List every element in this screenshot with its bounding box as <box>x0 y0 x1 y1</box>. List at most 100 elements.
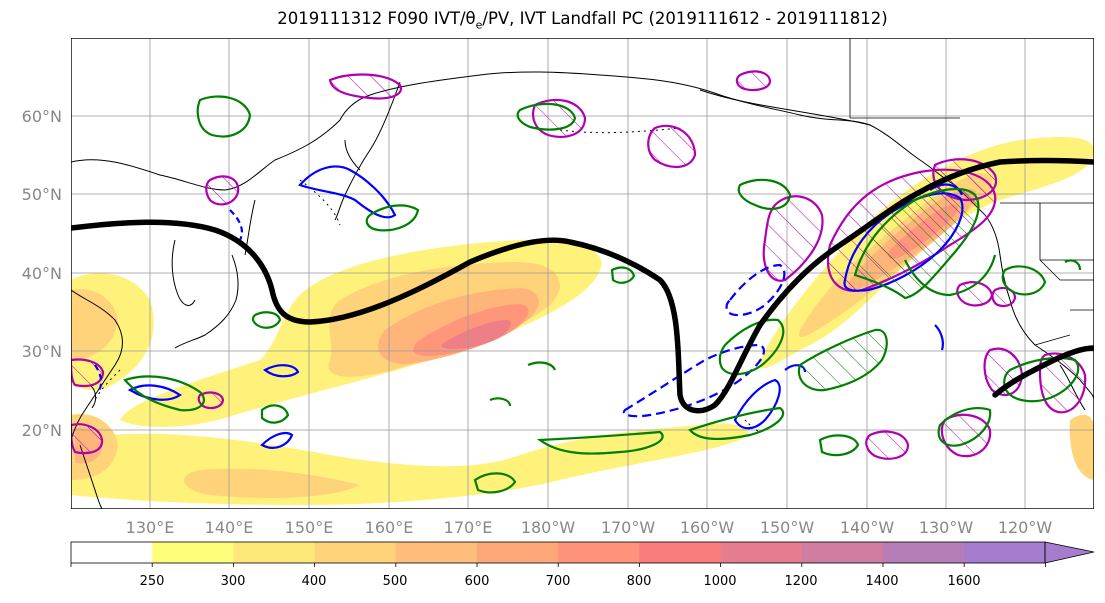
pv-green-gulf <box>737 178 792 210</box>
pv-green-small-d <box>489 397 512 407</box>
pv-green-mid-low <box>688 406 785 441</box>
ivt-band-800 <box>441 320 512 350</box>
colorbar-label-1200: 1200 <box>784 574 818 589</box>
colorbar-segment <box>314 542 397 563</box>
map-title: 2019111312 F090 IVT/θe/PV, IVT Landfall … <box>277 9 888 32</box>
ivt-colorbar <box>70 541 1095 567</box>
pv-green-japan <box>251 311 282 329</box>
theta-e-main <box>71 157 1094 414</box>
pc-pacific-mid <box>647 124 697 168</box>
pv-green-east-a <box>937 407 992 447</box>
pv-green-small-a <box>610 266 636 284</box>
colorbar-label-250: 250 <box>139 574 165 589</box>
lon-label-120w: 120°W <box>997 518 1053 537</box>
coast-korea <box>171 239 196 306</box>
pc-bering-b <box>328 73 403 100</box>
coast-sakhalin <box>244 199 256 256</box>
colorbar-label-800: 800 <box>626 574 652 589</box>
lon-label-130e: 130°E <box>125 518 175 537</box>
pv-blue-kamchatka <box>298 165 397 219</box>
lon-label-170e: 170°E <box>443 518 493 537</box>
pv-blue-south-b <box>263 364 300 378</box>
colorbar-segment <box>477 542 559 563</box>
pv-green-south-a <box>260 404 290 424</box>
pv-positive-contours <box>123 95 1082 494</box>
lon-label-150e: 150°E <box>284 518 334 537</box>
pv-green-mid-east <box>797 328 888 392</box>
colorbar-label-1600: 1600 <box>947 574 981 589</box>
colorbar-segment <box>720 542 803 563</box>
pc-hawaii-east <box>865 430 910 460</box>
coast-kamchatka <box>334 81 401 221</box>
coast-kamchatka-west <box>344 139 361 171</box>
coast-taiwan <box>89 384 97 409</box>
pv-green-rockies <box>1001 265 1047 296</box>
pv-green-south-b <box>473 472 517 494</box>
colorbar-segment <box>395 542 478 563</box>
colorbar-segment <box>964 542 1046 563</box>
pv-green-small-c <box>1064 259 1082 271</box>
pv-green-small-b <box>818 434 860 457</box>
coast-alaska <box>699 89 956 186</box>
colorbar-label-500: 500 <box>382 574 408 589</box>
pv-green-kamchatka-s <box>365 204 420 232</box>
lon-label-140w: 140°W <box>839 518 895 537</box>
colorbar-segment <box>801 542 884 563</box>
lat-label-30n: 30°N <box>21 342 62 361</box>
colorbar-label-400: 400 <box>301 574 327 589</box>
colorbar-segment <box>233 542 316 563</box>
lon-label-150w: 150°W <box>759 518 815 537</box>
pv-green-ar-b <box>904 254 997 297</box>
colorbar-label-300: 300 <box>220 574 246 589</box>
colorbar-label-700: 700 <box>545 574 571 589</box>
pc-japan-sea <box>205 175 240 206</box>
pv-blue-taiwan <box>94 364 103 393</box>
colorbar-segment <box>152 542 234 563</box>
pc-small-south <box>197 391 225 410</box>
lon-label-160w: 160°W <box>679 518 735 537</box>
pc-alaska-a <box>735 70 772 92</box>
pv-green-small-e <box>527 361 557 371</box>
colorbar-label-600: 600 <box>464 574 490 589</box>
lat-label-50n: 50°N <box>21 185 62 204</box>
pv-green-bering <box>516 102 577 131</box>
pc-baja-south <box>940 413 992 458</box>
colorbar-segment <box>558 542 640 563</box>
pv-blue-mid-dash <box>622 343 765 418</box>
coast-ryukyu <box>94 369 121 401</box>
lat-label-20n: 20°N <box>21 421 62 440</box>
pv-green-west <box>123 375 205 412</box>
lon-label-140e: 140°E <box>204 518 254 537</box>
political-borders <box>849 38 1094 346</box>
colorbar-label-1400: 1400 <box>865 574 899 589</box>
lat-label-40n: 40°N <box>21 264 62 283</box>
lon-label-160e: 160°E <box>364 518 414 537</box>
pv-blue-japan <box>229 209 244 241</box>
ivt-west-pacific-inner <box>71 289 118 360</box>
lat-label-60n: 60°N <box>21 107 62 126</box>
pv-blue-ne <box>934 324 944 351</box>
theta-e-contour <box>71 157 1094 414</box>
colorbar-extend-arrow <box>1044 541 1095 564</box>
colorbar-label-1000: 1000 <box>703 574 737 589</box>
coast-china <box>71 289 123 441</box>
ivt-tropical-band-inner <box>183 468 360 498</box>
pv-green-hawaii <box>536 430 664 455</box>
pc-gulf-alaska <box>762 195 824 282</box>
pv-blue-south <box>260 431 294 449</box>
colorbar-segment <box>71 542 153 563</box>
lon-label-180w: 180°W <box>520 518 576 537</box>
pv-green-ar <box>853 187 980 300</box>
pv-blue-mid-dash-b <box>725 263 786 317</box>
ivt-east-edge <box>1069 414 1094 480</box>
pv-blue-mid <box>733 378 781 430</box>
colorbar-segment <box>639 542 722 563</box>
pv-green-okhotsk <box>196 95 252 138</box>
coast-japan <box>174 254 239 349</box>
colorbar-segment <box>883 542 965 563</box>
lon-label-170w: 170°W <box>600 518 656 537</box>
theta-e-southeast <box>992 345 1094 398</box>
coast-philippines <box>79 444 103 509</box>
lon-label-130w: 130°W <box>918 518 974 537</box>
